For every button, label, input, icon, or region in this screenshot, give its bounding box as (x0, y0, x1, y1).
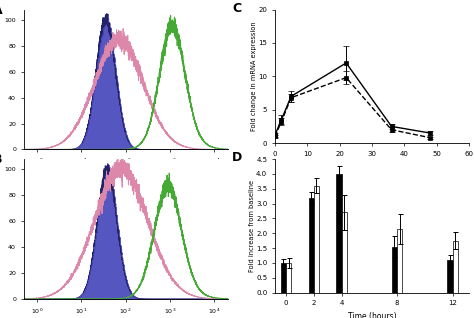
X-axis label: Time (hours): Time (hours) (348, 312, 396, 318)
X-axis label: PE: PE (121, 172, 130, 181)
X-axis label: Time (hours): Time (hours) (348, 162, 396, 171)
Y-axis label: Fold change in mRNA expression: Fold change in mRNA expression (251, 22, 257, 131)
Text: D: D (232, 151, 242, 164)
Bar (392, 246, 397, 293)
Bar (336, 174, 342, 293)
Bar (286, 263, 292, 293)
Text: B: B (0, 153, 3, 166)
Bar (397, 229, 402, 293)
Text: A: A (0, 4, 3, 17)
Bar (314, 186, 319, 293)
Text: C: C (232, 2, 241, 15)
Bar (309, 197, 314, 293)
Bar (453, 241, 458, 293)
Bar (447, 260, 453, 293)
Bar (281, 263, 286, 293)
Y-axis label: Fold increase from baseline: Fold increase from baseline (249, 180, 255, 272)
Bar (342, 212, 347, 293)
